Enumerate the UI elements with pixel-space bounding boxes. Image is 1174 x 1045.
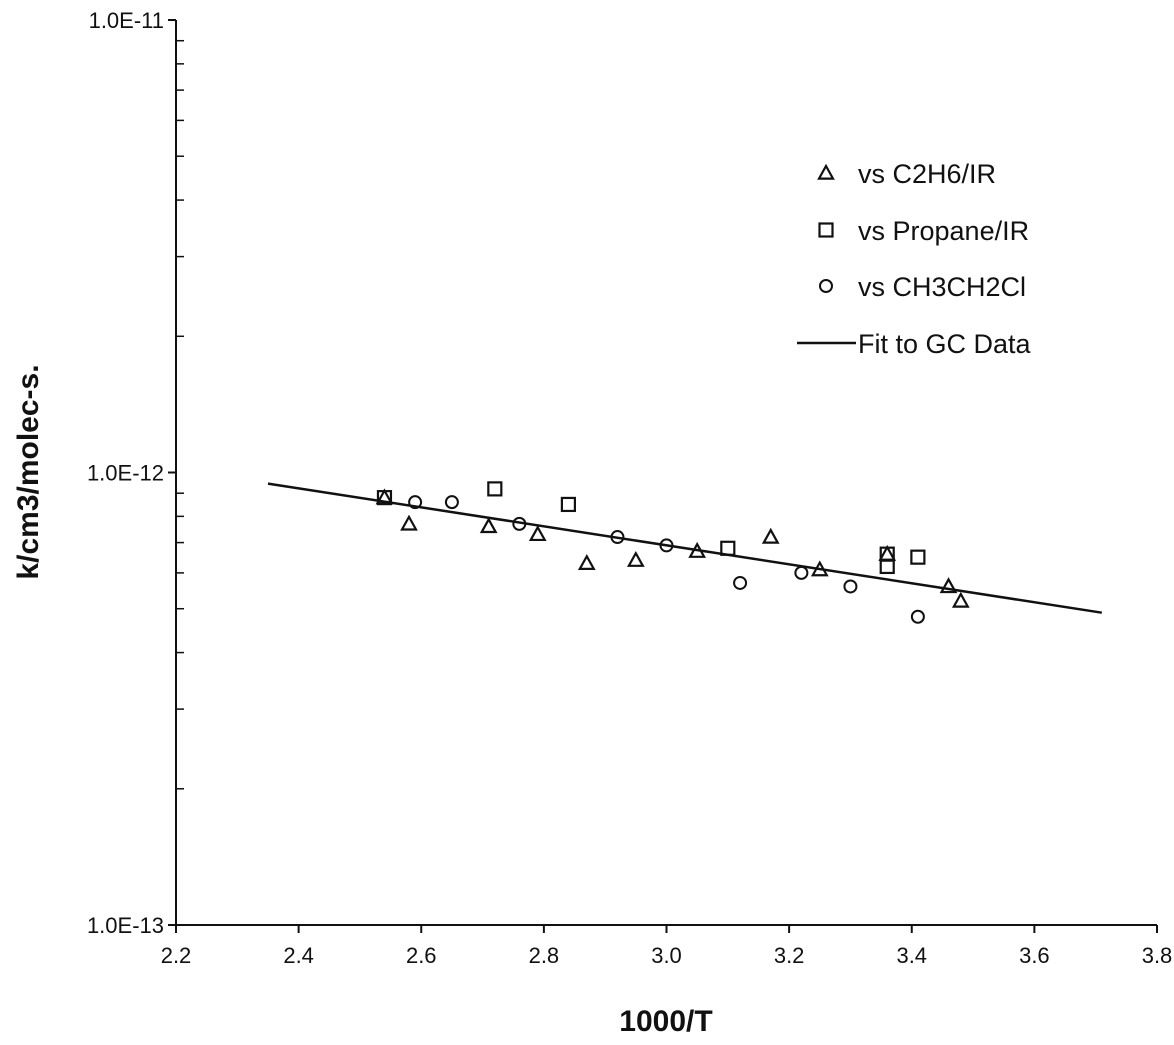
point-vs-c2h6-ir	[479, 517, 498, 534]
point-vs-ch3ch2cl	[444, 495, 459, 510]
point-vs-c2h6-ir	[528, 525, 547, 542]
x-tick-label: 3.4	[896, 943, 927, 968]
point-vs-ch3ch2cl	[659, 538, 674, 553]
point-vs-propane-ir	[910, 549, 926, 565]
point-vs-propane-ir	[487, 481, 503, 497]
point-vs-c2h6-ir	[400, 514, 418, 531]
x-tick-label: 2.2	[161, 943, 192, 968]
legend-swatch	[819, 279, 833, 293]
point-vs-ch3ch2cl	[733, 575, 748, 590]
y-axis-title: k/cm3/molec-s.	[12, 364, 45, 579]
legend-label: vs C2H6/IR	[858, 159, 996, 189]
x-tick-label: 3.8	[1142, 943, 1173, 968]
point-vs-ch3ch2cl	[843, 579, 858, 594]
legend-swatch	[818, 222, 834, 238]
point-vs-ch3ch2cl	[910, 609, 925, 624]
y-tick-label: 1.0E-13	[87, 913, 164, 938]
y-tick-label: 1.0E-12	[87, 461, 164, 486]
x-tick-label: 3.0	[651, 943, 682, 968]
x-tick-label: 2.8	[529, 943, 560, 968]
point-vs-propane-ir	[879, 558, 895, 575]
point-vs-ch3ch2cl	[794, 565, 809, 580]
point-vs-c2h6-ir	[878, 544, 897, 561]
point-vs-propane-ir	[376, 490, 393, 506]
point-vs-c2h6-ir	[951, 591, 970, 608]
fit-line-layer	[267, 482, 1103, 614]
legend-label: Fit to GC Data	[858, 329, 1032, 359]
point-vs-c2h6-ir	[939, 577, 958, 594]
point-vs-propane-ir	[720, 540, 736, 556]
axes: 2.2 2.4 2.6 2.8 3.0 3.2 3.4 3.6 3.8 1.0E-13 1.0E-1…	[87, 8, 1172, 968]
x-axis-title: 1000/T	[619, 1005, 712, 1038]
point-vs-propane-ir	[560, 496, 577, 513]
point-vs-ch3ch2cl	[610, 530, 625, 545]
x-tick-label: 3.2	[774, 943, 805, 968]
legend-label: vs CH3CH2Cl	[858, 272, 1026, 302]
x-tick-label: 2.4	[283, 943, 314, 968]
legend: vs C2H6/IR vs Propane/IR vs CH3CH2Cl Fit to…	[797, 159, 1032, 359]
point-vs-c2h6-ir	[688, 541, 707, 558]
point-vs-c2h6-ir	[810, 560, 829, 577]
data-points-layer	[375, 481, 970, 624]
legend-label: vs Propane/IR	[858, 216, 1029, 246]
legend-swatch	[817, 163, 835, 180]
point-vs-ch3ch2cl	[512, 516, 527, 531]
x-tick-label: 3.6	[1019, 943, 1050, 968]
x-tick-label: 2.6	[406, 943, 437, 968]
point-vs-c2h6-ir	[577, 554, 596, 570]
point-vs-ch3ch2cl	[408, 495, 423, 510]
point-vs-c2h6-ir	[626, 550, 645, 567]
fit-line	[267, 482, 1103, 614]
point-vs-c2h6-ir	[761, 527, 780, 544]
y-tick-label: 1.0E-11	[89, 8, 164, 33]
